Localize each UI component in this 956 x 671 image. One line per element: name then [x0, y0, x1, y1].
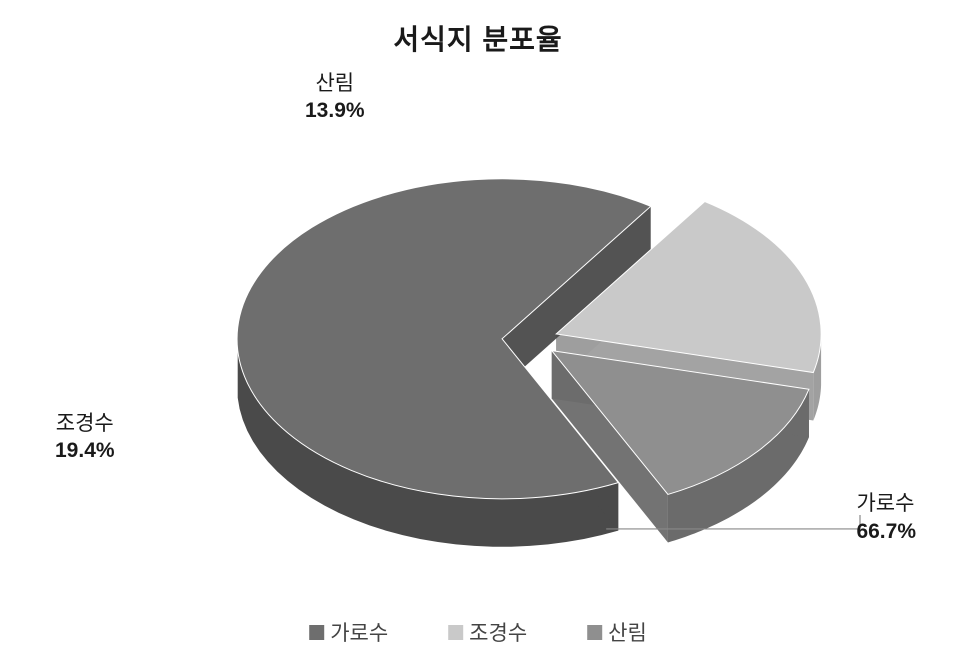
slice-label-garosu: 가로수 66.7% [856, 490, 916, 545]
legend-item-sanrim: 산림 [587, 617, 647, 647]
pie-svg [0, 70, 956, 590]
legend-swatch-sanrim [587, 625, 602, 640]
slice-label-jogyeongsu-name: 조경수 [55, 410, 115, 437]
legend-item-jogyeongsu: 조경수 [448, 617, 527, 647]
slice-label-garosu-name: 가로수 [856, 490, 916, 517]
chart-title: 서식지 분포율 [393, 18, 562, 58]
slice-label-jogyeongsu: 조경수 19.4% [55, 410, 115, 465]
pie-chart: 가로수 66.7% 조경수 19.4% 산림 13.9% [0, 70, 956, 590]
legend-label-sanrim: 산림 [608, 617, 647, 647]
slice-label-sanrim-pct: 13.9% [305, 97, 365, 124]
slice-label-sanrim: 산림 13.9% [305, 70, 365, 125]
legend-label-jogyeongsu: 조경수 [469, 617, 527, 647]
legend-item-garosu: 가로수 [309, 617, 388, 647]
legend-swatch-garosu [309, 625, 324, 640]
legend: 가로수 조경수 산림 [309, 617, 647, 647]
legend-swatch-jogyeongsu [448, 625, 463, 640]
slice-label-jogyeongsu-pct: 19.4% [55, 437, 115, 464]
legend-label-garosu: 가로수 [330, 617, 388, 647]
slice-label-sanrim-name: 산림 [305, 70, 365, 97]
slice-label-garosu-pct: 66.7% [856, 518, 916, 545]
